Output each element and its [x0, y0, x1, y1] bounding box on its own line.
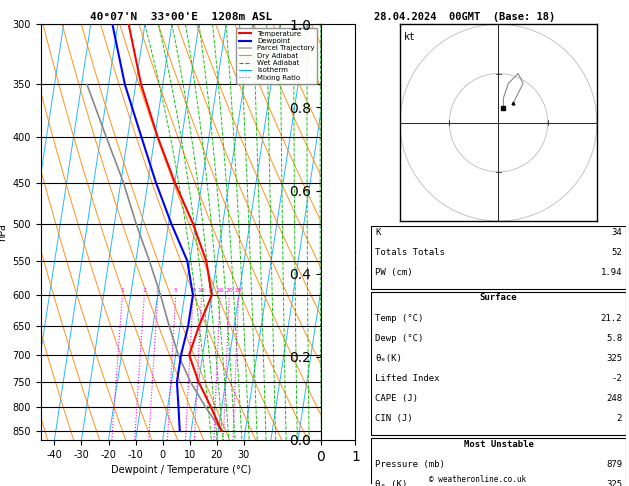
Text: 52: 52	[611, 248, 622, 257]
Text: 5: 5	[174, 288, 178, 293]
Text: 325: 325	[606, 354, 622, 363]
Text: 5.8: 5.8	[606, 334, 622, 343]
Text: 4: 4	[338, 312, 343, 321]
X-axis label: Dewpoint / Temperature (°C): Dewpoint / Temperature (°C)	[111, 465, 251, 475]
Text: 3: 3	[156, 288, 160, 293]
Y-axis label: hPa: hPa	[0, 223, 7, 241]
Bar	[371, 292, 626, 435]
Text: Temp (°C): Temp (°C)	[375, 313, 423, 323]
Text: 10: 10	[198, 288, 206, 293]
Text: Most Unstable: Most Unstable	[464, 440, 533, 449]
Text: Totals Totals: Totals Totals	[375, 248, 445, 257]
Bar	[371, 438, 626, 486]
Text: Surface: Surface	[480, 294, 517, 302]
Text: 34: 34	[611, 227, 622, 237]
Text: 325: 325	[606, 480, 622, 486]
Text: kt: kt	[404, 32, 416, 42]
Text: θₑ (K): θₑ (K)	[375, 480, 407, 486]
Text: © weatheronline.co.uk: © weatheronline.co.uk	[430, 474, 526, 484]
Text: Pressure (mb): Pressure (mb)	[375, 460, 445, 469]
Text: PW (cm): PW (cm)	[375, 268, 413, 277]
Legend: Temperature, Dewpoint, Parcel Trajectory, Dry Adiabat, Wet Adiabat, Isotherm, Mi: Temperature, Dewpoint, Parcel Trajectory…	[236, 28, 317, 84]
Text: 1.94: 1.94	[601, 268, 622, 277]
Text: 6: 6	[338, 219, 343, 228]
Text: 25: 25	[235, 288, 243, 293]
Text: 20: 20	[225, 288, 233, 293]
Text: 8: 8	[338, 117, 343, 126]
Text: 28.04.2024  00GMT  (Base: 18): 28.04.2024 00GMT (Base: 18)	[374, 12, 555, 22]
Text: CIN (J): CIN (J)	[375, 414, 413, 423]
Text: km
ASL: km ASL	[338, 23, 351, 36]
Text: 3: 3	[338, 359, 343, 368]
Text: 7: 7	[338, 169, 343, 178]
Text: CAPE (J): CAPE (J)	[375, 394, 418, 403]
Text: LCL: LCL	[330, 359, 343, 364]
Text: K: K	[375, 227, 381, 237]
Text: 2: 2	[338, 400, 343, 409]
Text: 1: 1	[121, 288, 125, 293]
Text: 21.2: 21.2	[601, 313, 622, 323]
Text: Mixing Ratio (g/kg): Mixing Ratio (g/kg)	[350, 248, 357, 314]
Title: 40°07'N  33°00'E  1208m ASL: 40°07'N 33°00'E 1208m ASL	[90, 12, 272, 22]
Text: 879: 879	[606, 460, 622, 469]
Text: Dewp (°C): Dewp (°C)	[375, 334, 423, 343]
Bar	[371, 226, 626, 289]
Text: 5: 5	[338, 267, 343, 276]
Text: -2: -2	[611, 374, 622, 383]
Text: 8: 8	[191, 288, 195, 293]
Text: 248: 248	[606, 394, 622, 403]
Text: θₑ(K): θₑ(K)	[375, 354, 402, 363]
Text: 2: 2	[616, 414, 622, 423]
Text: 16: 16	[216, 288, 224, 293]
Text: Lifted Index: Lifted Index	[375, 374, 440, 383]
Text: 2: 2	[142, 288, 147, 293]
